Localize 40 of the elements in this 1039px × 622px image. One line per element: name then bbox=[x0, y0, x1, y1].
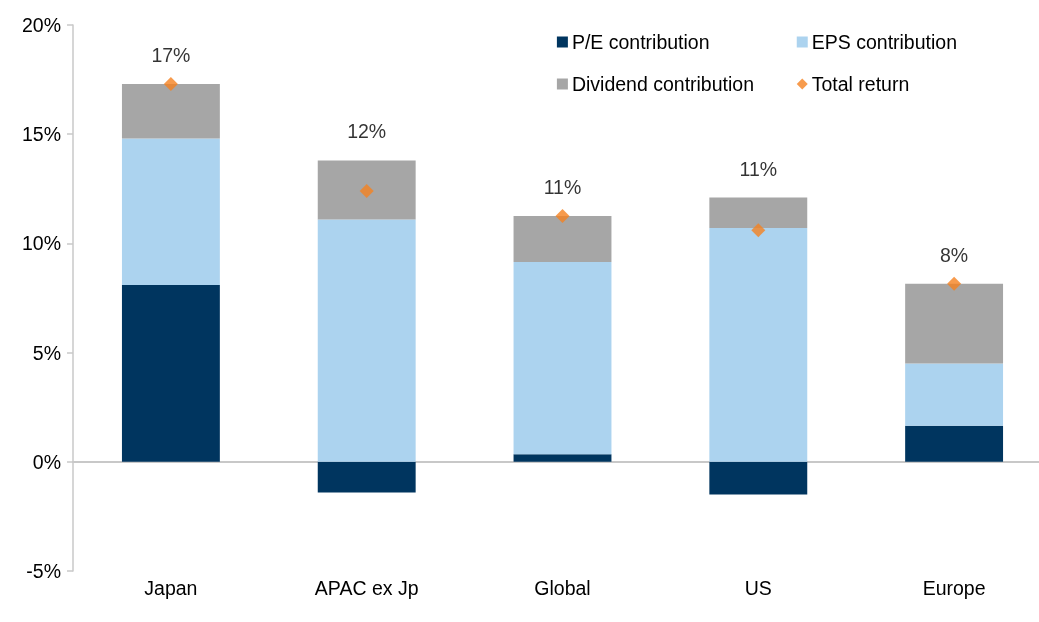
legend-label: Total return bbox=[811, 73, 910, 95]
x-tick-label: US bbox=[744, 577, 772, 599]
y-tick-label: 20% bbox=[21, 14, 61, 36]
point bbox=[751, 223, 766, 238]
x-tick-label: APAC ex Jp bbox=[314, 577, 419, 599]
bar bbox=[121, 83, 220, 139]
bar bbox=[709, 197, 808, 229]
legend-label: Dividend contribution bbox=[571, 73, 754, 95]
y-tick-label: 15% bbox=[21, 123, 61, 146]
point bbox=[555, 209, 570, 224]
x-tick-label: Europe bbox=[922, 577, 986, 599]
point bbox=[359, 183, 374, 198]
y-tick-label: 10% bbox=[21, 232, 61, 255]
bar bbox=[905, 425, 1004, 462]
data-label: 11% bbox=[739, 157, 778, 180]
legend-label: EPS contribution bbox=[811, 31, 958, 53]
x-tick-label: Japan bbox=[144, 577, 198, 599]
bar bbox=[905, 363, 1004, 426]
y-tick-label: 0% bbox=[32, 450, 61, 473]
y-tick-label: 5% bbox=[32, 341, 61, 364]
bar bbox=[513, 454, 612, 462]
bar bbox=[121, 138, 220, 285]
bar bbox=[317, 219, 416, 462]
bar bbox=[121, 284, 220, 462]
bar bbox=[317, 160, 416, 220]
point bbox=[947, 276, 962, 291]
data-label: 17% bbox=[151, 43, 191, 66]
bar bbox=[905, 283, 1004, 364]
bar bbox=[513, 261, 612, 455]
data-label: 11% bbox=[543, 176, 582, 199]
bar bbox=[709, 228, 808, 462]
data-label: 8% bbox=[940, 243, 969, 266]
y-tick-label: -5% bbox=[26, 560, 61, 582]
x-tick-label: Global bbox=[534, 577, 591, 599]
point bbox=[163, 76, 178, 91]
data-label: 12% bbox=[347, 120, 387, 143]
bar bbox=[317, 461, 416, 493]
bar bbox=[513, 216, 612, 262]
legend-label: P/E contribution bbox=[571, 31, 710, 53]
bar bbox=[709, 461, 808, 495]
